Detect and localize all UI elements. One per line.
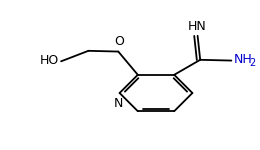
Text: N: N (114, 97, 123, 110)
Text: HO: HO (39, 54, 58, 67)
Text: 2: 2 (249, 58, 255, 68)
Text: HN: HN (188, 20, 207, 33)
Text: NH: NH (233, 53, 252, 66)
Text: O: O (114, 35, 124, 48)
